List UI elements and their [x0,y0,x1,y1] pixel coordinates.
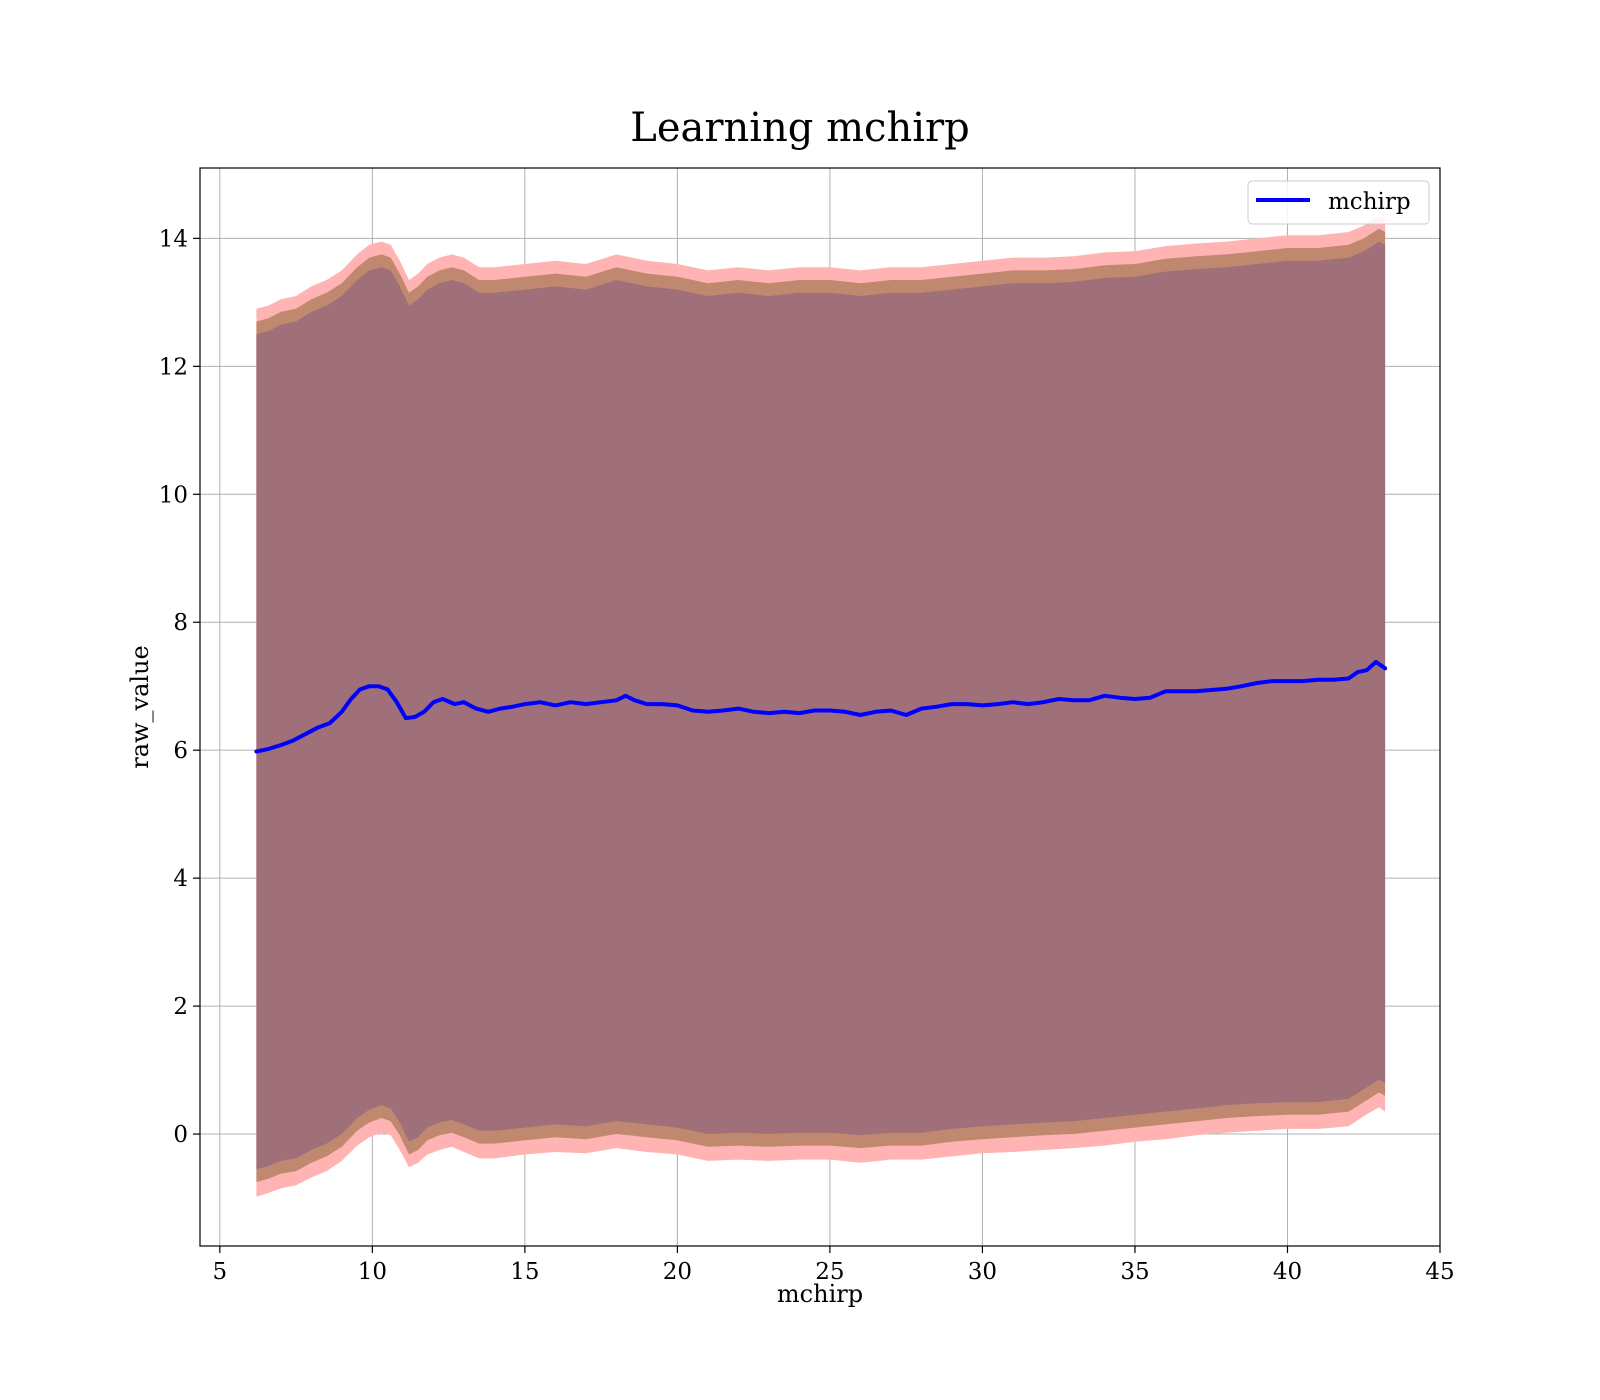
y-ticks: 0 2 4 6 8 10 12 14 [159,226,200,1148]
y-tick-label: 6 [173,738,188,764]
y-tick-label: 4 [173,866,188,892]
inner-band [256,241,1386,1170]
series-line-mchirp [254,659,1388,754]
x-tick-label: 40 [1273,1259,1302,1285]
y-tick-label: 8 [173,610,188,636]
x-tick-label: 15 [510,1259,539,1285]
chart-title: Learning mchirp [630,105,969,151]
legend-box [1247,180,1430,225]
plot-frame [199,167,1441,1247]
y-axis-label: raw_value [126,645,154,769]
confidence-bands [256,216,1386,1197]
x-tick-label: 10 [358,1259,387,1285]
x-tick-label: 20 [663,1259,692,1285]
series-lines [254,659,1388,754]
legend-label: mchirp [1328,189,1411,215]
y-tick-label: 12 [159,354,188,380]
legend: mchirp [1247,180,1430,225]
x-tick-label: 30 [968,1259,997,1285]
x-axis-label: mchirp [777,1280,863,1308]
y-tick-label: 2 [173,994,188,1020]
x-tick-label: 25 [815,1259,844,1285]
x-tick-label: 5 [213,1259,228,1285]
x-tick-label: 45 [1425,1259,1454,1285]
x-ticks: 5 10 15 20 25 30 35 40 45 [213,1246,1455,1285]
y-tick-label: 10 [159,482,188,508]
y-tick-label: 14 [159,226,188,252]
y-tick-label: 0 [173,1122,188,1148]
x-tick-label: 35 [1120,1259,1149,1285]
